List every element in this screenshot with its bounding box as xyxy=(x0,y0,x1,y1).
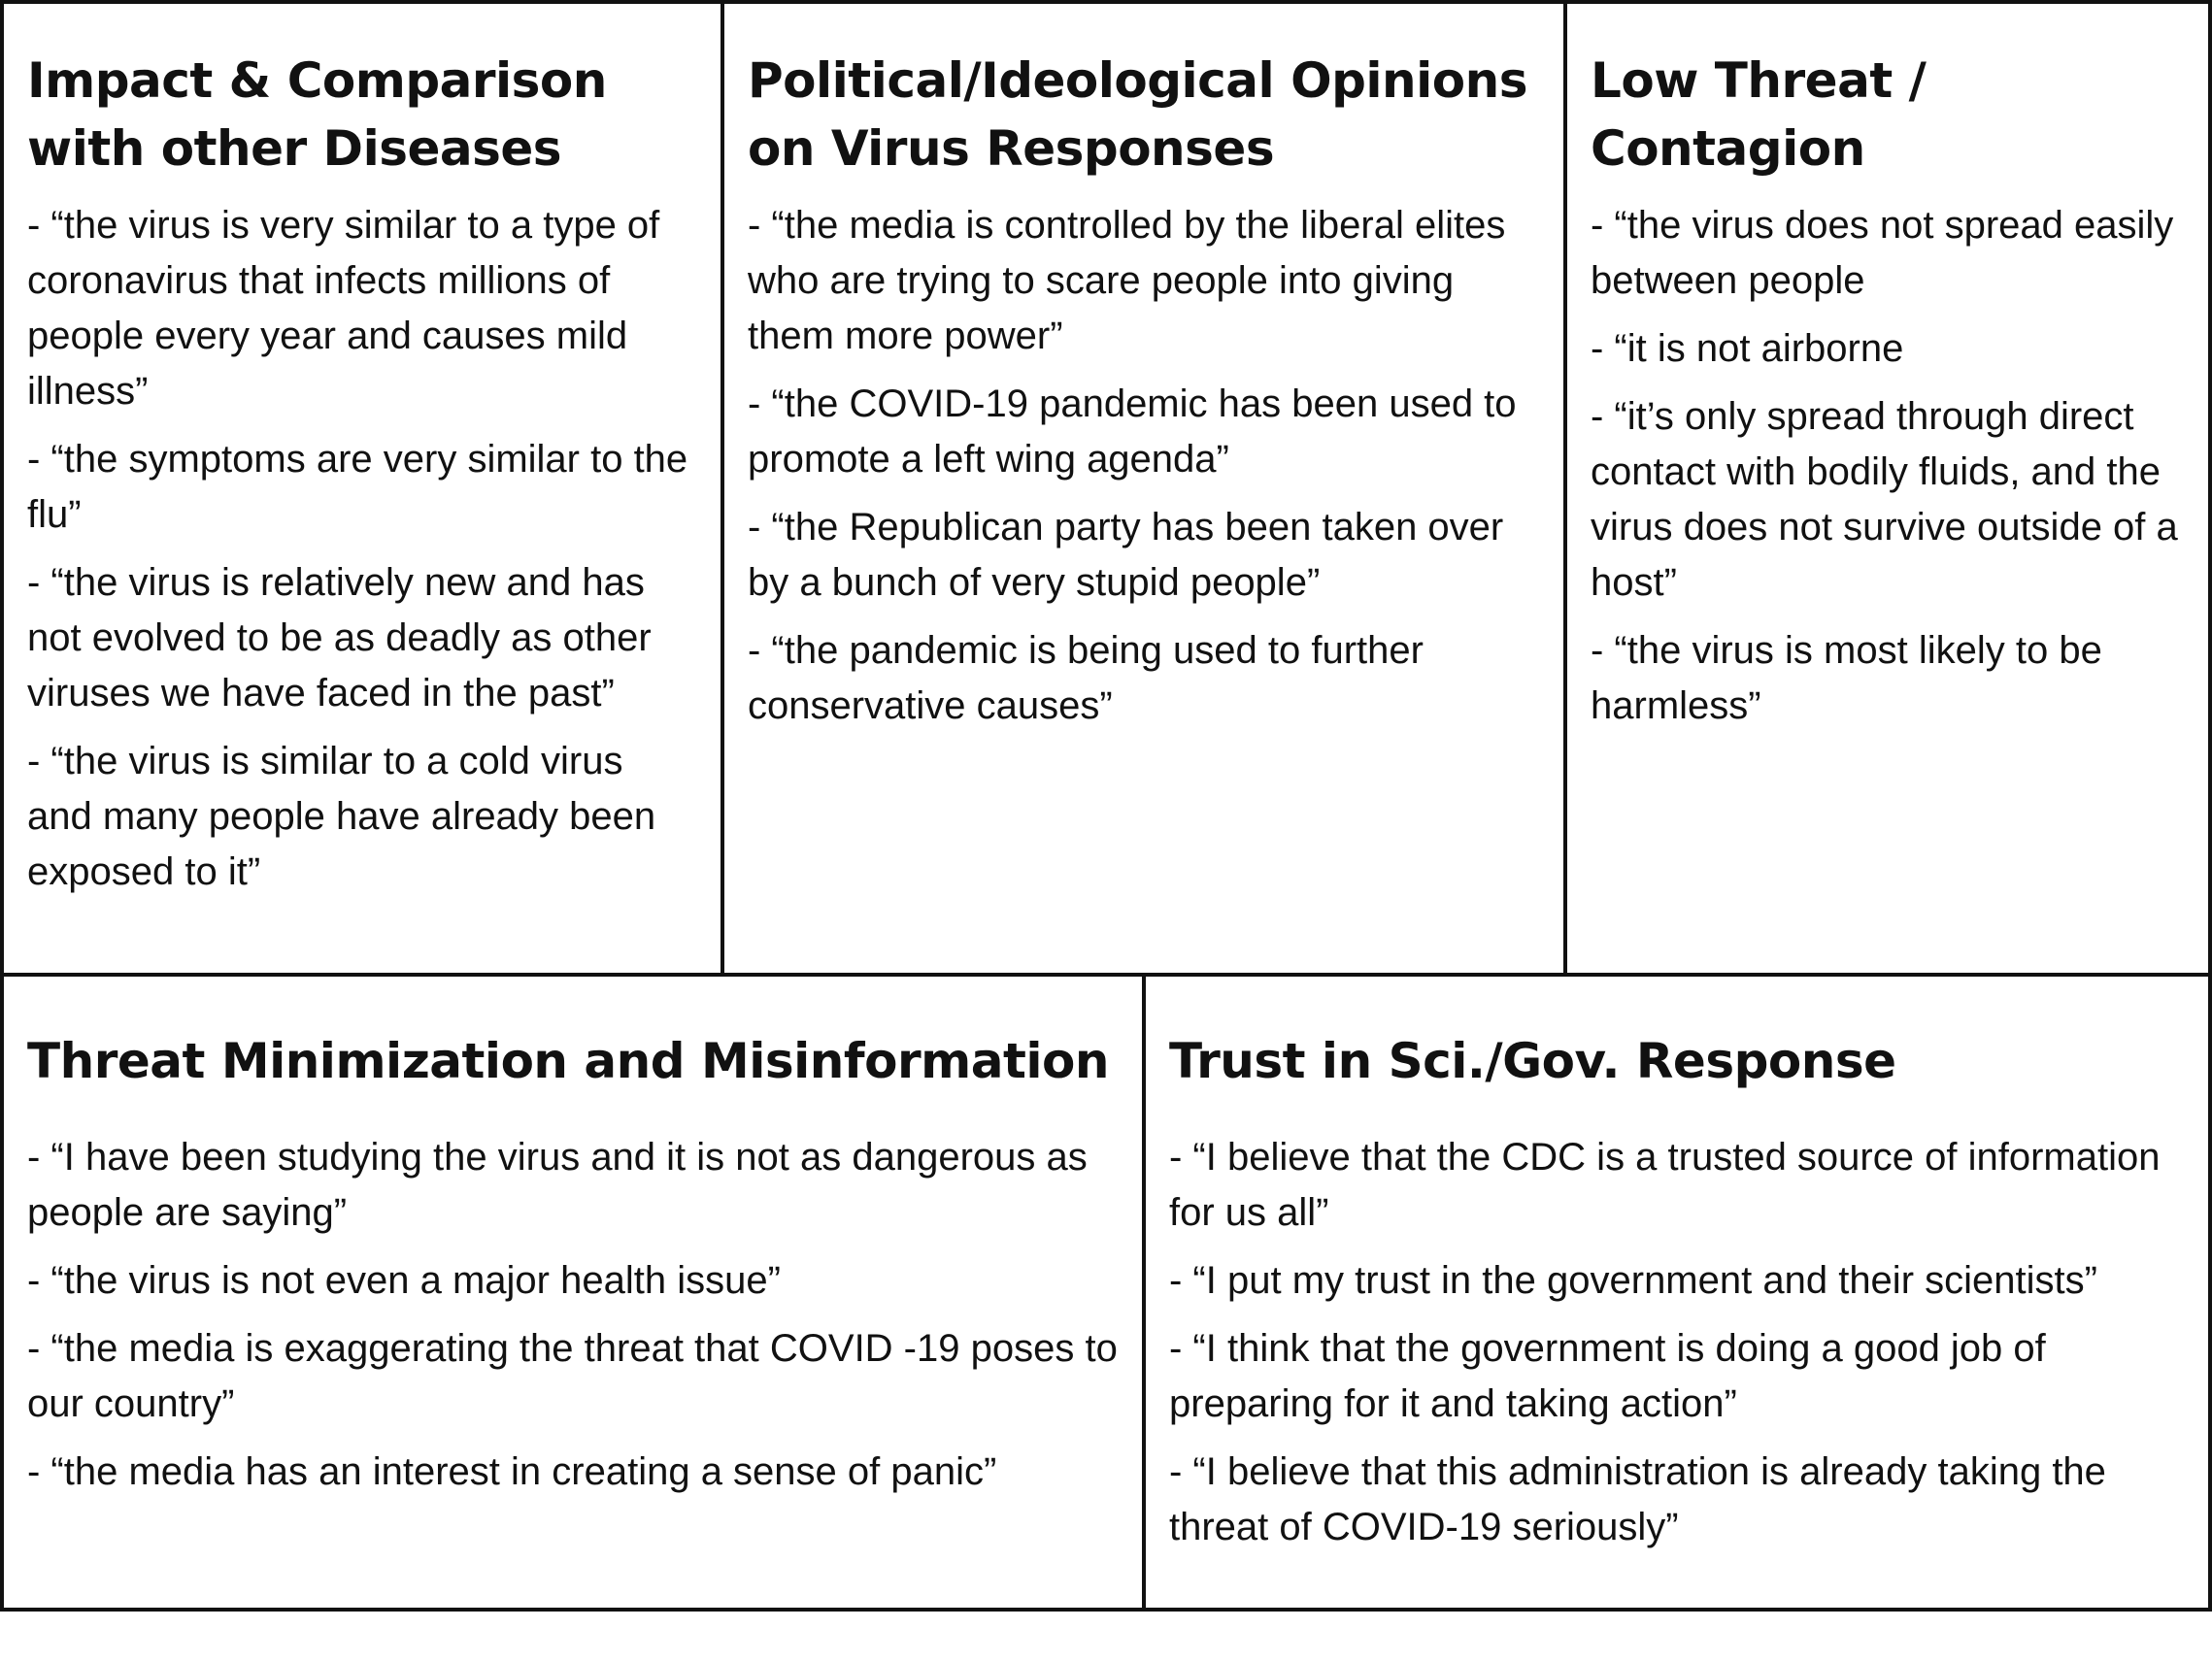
quote-item: - “I believe that this administration is… xyxy=(1169,1450,2106,1548)
category-title: Political/Ideological Opinions on Virus … xyxy=(748,52,1527,177)
top-row: Impact & Comparison with other Diseases … xyxy=(4,4,2208,977)
quote-item: - “the symptoms are very similar to the … xyxy=(27,438,688,536)
quote-item: - “the virus is similar to a cold virus … xyxy=(27,740,656,893)
quote-item: - “I have been studying the virus and it… xyxy=(27,1136,1088,1234)
category-title: Impact & Comparison with other Diseases xyxy=(27,52,607,177)
quote-list: - “the virus is very similar to a type o… xyxy=(27,198,697,900)
quote-list: - “the media is controlled by the libera… xyxy=(748,198,1540,734)
quote-item: - “I put my trust in the government and … xyxy=(1169,1259,2097,1302)
category-threat-minimization: Threat Minimization and Misinformation -… xyxy=(4,977,1142,1608)
quote-item: - “the COVID-19 pandemic has been used t… xyxy=(748,382,1517,481)
quote-list: - “I believe that the CDC is a trusted s… xyxy=(1169,1130,2189,1555)
quote-item: - “it’s only spread through direct conta… xyxy=(1591,395,2178,604)
category-impact-comparison: Impact & Comparison with other Diseases … xyxy=(4,4,721,973)
category-grid: Impact & Comparison with other Diseases … xyxy=(0,0,2212,1612)
category-title: Threat Minimization and Misinformation xyxy=(27,1033,1109,1089)
quote-item: - “the virus is not even a major health … xyxy=(27,1259,781,1302)
quote-item: - “the virus does not spread easily betw… xyxy=(1591,204,2174,302)
quote-item: - “the virus is most likely to be harmle… xyxy=(1591,629,2102,727)
quote-list: - “I have been studying the virus and it… xyxy=(27,1130,1119,1500)
quote-item: - “the Republican party has been taken o… xyxy=(748,506,1504,604)
category-political-ideological: Political/Ideological Opinions on Virus … xyxy=(721,4,1563,973)
quote-item: - “I think that the government is doing … xyxy=(1169,1327,2046,1425)
category-trust-sci-gov: Trust in Sci./Gov. Response - “I believe… xyxy=(1142,977,2212,1608)
quote-item: - “I believe that the CDC is a trusted s… xyxy=(1169,1136,2161,1234)
category-title: Low Threat / Contagion xyxy=(1591,52,1927,177)
quote-item: - “the media is controlled by the libera… xyxy=(748,204,1506,357)
quote-item: - “the virus is relatively new and has n… xyxy=(27,561,652,715)
category-title: Trust in Sci./Gov. Response xyxy=(1169,1033,1896,1089)
quote-item: - “it is not airborne xyxy=(1591,327,1904,370)
quote-list: - “the virus does not spread easily betw… xyxy=(1591,198,2189,734)
category-low-threat: Low Threat / Contagion - “the virus does… xyxy=(1563,4,2212,973)
quote-item: - “the pandemic is being used to further… xyxy=(748,629,1424,727)
bottom-row: Threat Minimization and Misinformation -… xyxy=(4,977,2208,1608)
quote-item: - “the media has an interest in creating… xyxy=(27,1450,997,1493)
quote-item: - “the media is exaggerating the threat … xyxy=(27,1327,1118,1425)
quote-item: - “the virus is very similar to a type o… xyxy=(27,204,660,413)
